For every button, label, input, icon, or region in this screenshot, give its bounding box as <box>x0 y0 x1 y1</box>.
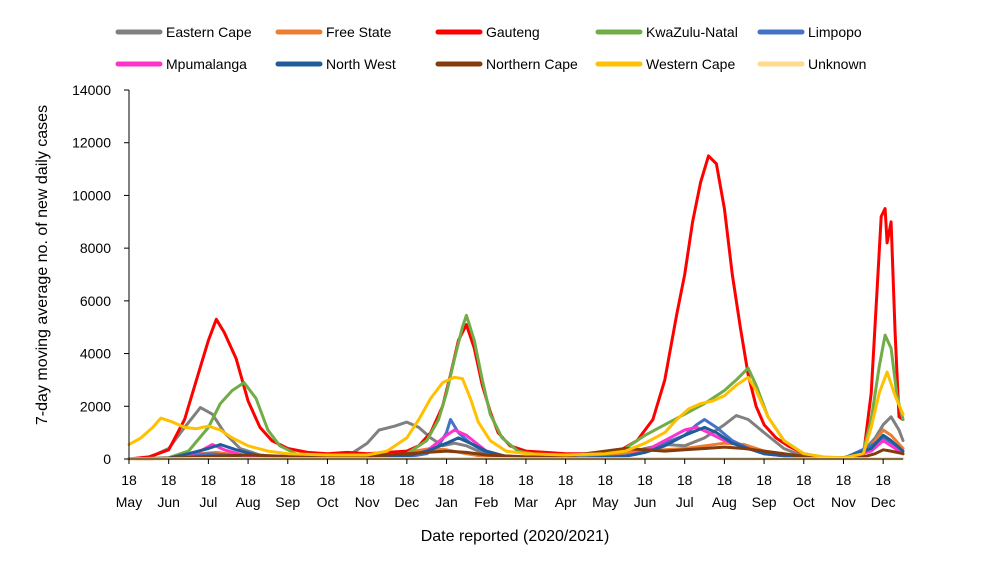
x-tick-labels: 18 May 18 Jun 18 Jul 18 Aug 18 Sep 18 Oct 18 Nov 18 Dec… <box>116 459 896 510</box>
legend-label: Free State <box>326 24 392 40</box>
legend-label: Gauteng <box>486 24 540 40</box>
x-axis-title: Date reported (2020/2021) <box>421 528 610 545</box>
chart-axes <box>128 90 903 460</box>
legend-label: Northern Cape <box>486 56 578 72</box>
x-tick-month: Jan <box>435 494 458 510</box>
x-tick-month: May <box>592 494 618 510</box>
x-tick-month: Sep <box>275 494 300 510</box>
y-tick-label: 4000 <box>80 346 111 362</box>
x-tick-month: Oct <box>317 494 339 510</box>
y-tick-label: 8000 <box>80 240 111 256</box>
y-tick-label: 12000 <box>72 135 111 151</box>
x-tick-day: 18 <box>637 472 653 488</box>
x-tick-month: Jun <box>634 494 657 510</box>
legend-label: Limpopo <box>808 24 862 40</box>
x-tick-month: Dec <box>394 494 419 510</box>
x-tick-month: Feb <box>474 494 498 510</box>
x-tick-month: Dec <box>871 494 896 510</box>
x-tick-day: 18 <box>161 472 177 488</box>
plot-area <box>127 154 905 461</box>
legend-label: Western Cape <box>646 56 735 72</box>
x-tick-month: Sep <box>752 494 777 510</box>
x-tick-day: 18 <box>558 472 574 488</box>
x-tick-day: 18 <box>478 472 494 488</box>
x-tick-day: 18 <box>399 472 415 488</box>
x-tick-day: 18 <box>796 472 812 488</box>
x-tick-month: Nov <box>355 494 380 510</box>
x-tick-month: Apr <box>555 494 577 510</box>
y-tick-labels: 0 2000 4000 6000 8000 10000 12000 14000 <box>72 82 129 467</box>
x-tick-month: Jul <box>676 494 694 510</box>
y-tick-label: 14000 <box>72 82 111 98</box>
legend-label: KwaZulu-Natal <box>646 24 738 40</box>
y-tick-label: 6000 <box>80 293 111 309</box>
chart-legend: Eastern Cape Free State Gauteng KwaZulu-Nat… <box>115 24 866 72</box>
x-tick-day: 18 <box>121 472 137 488</box>
x-tick-month: Nov <box>831 494 856 510</box>
x-tick-month: Aug <box>236 494 261 510</box>
x-tick-day: 18 <box>518 472 534 488</box>
x-tick-day: 18 <box>201 472 217 488</box>
x-tick-day: 18 <box>439 472 455 488</box>
x-tick-day: 18 <box>320 472 336 488</box>
x-tick-month: Jul <box>199 494 217 510</box>
y-tick-label: 10000 <box>72 187 111 203</box>
y-axis-title: 7-day moving average no. of new daily ca… <box>34 105 51 425</box>
x-tick-day: 18 <box>359 472 375 488</box>
x-tick-month: Aug <box>712 494 737 510</box>
x-tick-day: 18 <box>240 472 256 488</box>
x-tick-month: May <box>116 494 142 510</box>
x-tick-day: 18 <box>836 472 852 488</box>
x-tick-month: Mar <box>514 494 538 510</box>
series-line-western-cape <box>127 370 905 460</box>
x-tick-day: 18 <box>280 472 296 488</box>
y-tick-label: 0 <box>103 451 111 467</box>
x-tick-day: 18 <box>677 472 693 488</box>
legend-label: Unknown <box>808 56 866 72</box>
x-tick-month: Jun <box>157 494 180 510</box>
x-tick-month: Oct <box>793 494 815 510</box>
y-tick-label: 2000 <box>80 398 111 414</box>
legend-label: Mpumalanga <box>166 56 247 72</box>
x-tick-day: 18 <box>756 472 772 488</box>
x-tick-day: 18 <box>875 472 891 488</box>
x-tick-day: 18 <box>598 472 614 488</box>
legend-label: North West <box>326 56 396 72</box>
x-tick-day: 18 <box>717 472 733 488</box>
legend-label: Eastern Cape <box>166 24 252 40</box>
series-line-gauteng <box>127 154 905 461</box>
